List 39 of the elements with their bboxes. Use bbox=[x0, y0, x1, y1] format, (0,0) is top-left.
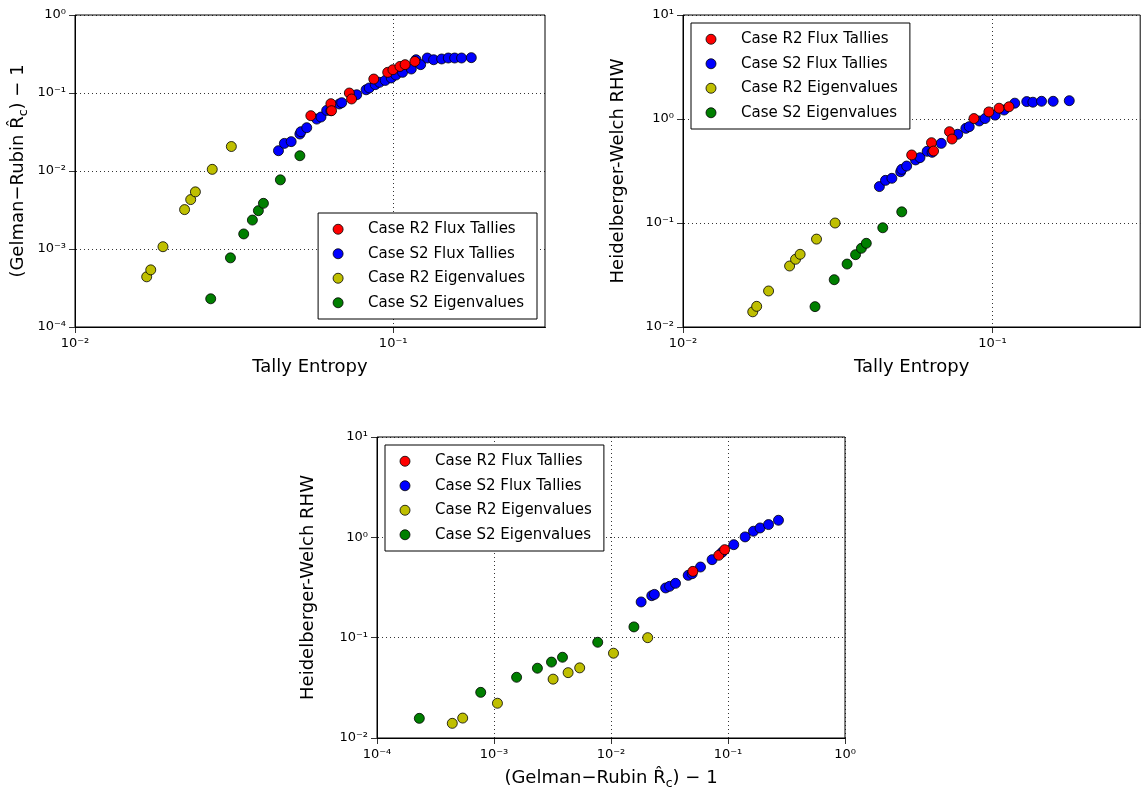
y-tick-label: 10⁻⁴ bbox=[37, 318, 66, 334]
legend-label: Case S2 Eigenvalues bbox=[741, 102, 898, 121]
x-axis-title: Tally Entropy bbox=[852, 354, 970, 376]
legend-label: Case S2 Flux Tallies bbox=[435, 475, 582, 494]
x-tick-label: 10⁻⁴ bbox=[362, 746, 392, 762]
x-axis-title: Tally Entropy bbox=[251, 354, 369, 376]
y-tick-label: 10⁻² bbox=[37, 162, 66, 178]
y-tick-label: 10¹ bbox=[346, 428, 368, 444]
y-tick-label: 10⁻¹ bbox=[339, 629, 368, 645]
x-tick-label: 10⁰ bbox=[834, 746, 856, 762]
x-tick-label: 10⁻² bbox=[668, 335, 698, 351]
y-tick-label: 10⁻² bbox=[339, 729, 368, 745]
legend-label: Case S2 Flux Tallies bbox=[368, 243, 515, 262]
y-axis-title: Heidelberger-Welch RHW bbox=[605, 58, 627, 284]
y-tick-label: 10⁰ bbox=[652, 110, 674, 126]
x-tick-label: 10⁻¹ bbox=[378, 335, 408, 351]
y-tick-label: 10⁰ bbox=[346, 528, 368, 544]
y-axis-title: (Gelman−Rubin R̂c) − 1 bbox=[5, 64, 30, 278]
x-tick-label: 10⁻² bbox=[596, 746, 626, 762]
y-tick-label: 10⁻² bbox=[645, 318, 674, 334]
legend-label: Case S2 Eigenvalues bbox=[368, 292, 525, 311]
x-tick-label: 10⁻¹ bbox=[713, 746, 743, 762]
legend-label: Case S2 Eigenvalues bbox=[435, 524, 592, 543]
y-tick-label: 10¹ bbox=[652, 6, 674, 22]
x-tick-label: 10⁻³ bbox=[479, 746, 509, 762]
x-tick-label: 10⁻² bbox=[60, 335, 90, 351]
legend-label: Case R2 Eigenvalues bbox=[741, 78, 899, 97]
y-axis-title: Heidelberger-Welch RHW bbox=[295, 474, 317, 700]
legend-label: Case R2 Eigenvalues bbox=[435, 500, 593, 519]
legend-label: Case R2 Flux Tallies bbox=[368, 219, 516, 238]
y-tick-label: 10⁰ bbox=[44, 6, 66, 22]
y-tick-label: 10⁻³ bbox=[37, 240, 66, 256]
y-tick-label: 10⁻¹ bbox=[645, 214, 674, 230]
legend-label: Case R2 Flux Tallies bbox=[435, 451, 583, 470]
y-tick-label: 10⁻¹ bbox=[37, 84, 66, 100]
legend-label: Case R2 Eigenvalues bbox=[368, 268, 526, 287]
legend-label: Case S2 Flux Tallies bbox=[741, 53, 888, 72]
x-tick-label: 10⁻¹ bbox=[978, 335, 1007, 351]
legend-label: Case R2 Flux Tallies bbox=[741, 29, 889, 48]
